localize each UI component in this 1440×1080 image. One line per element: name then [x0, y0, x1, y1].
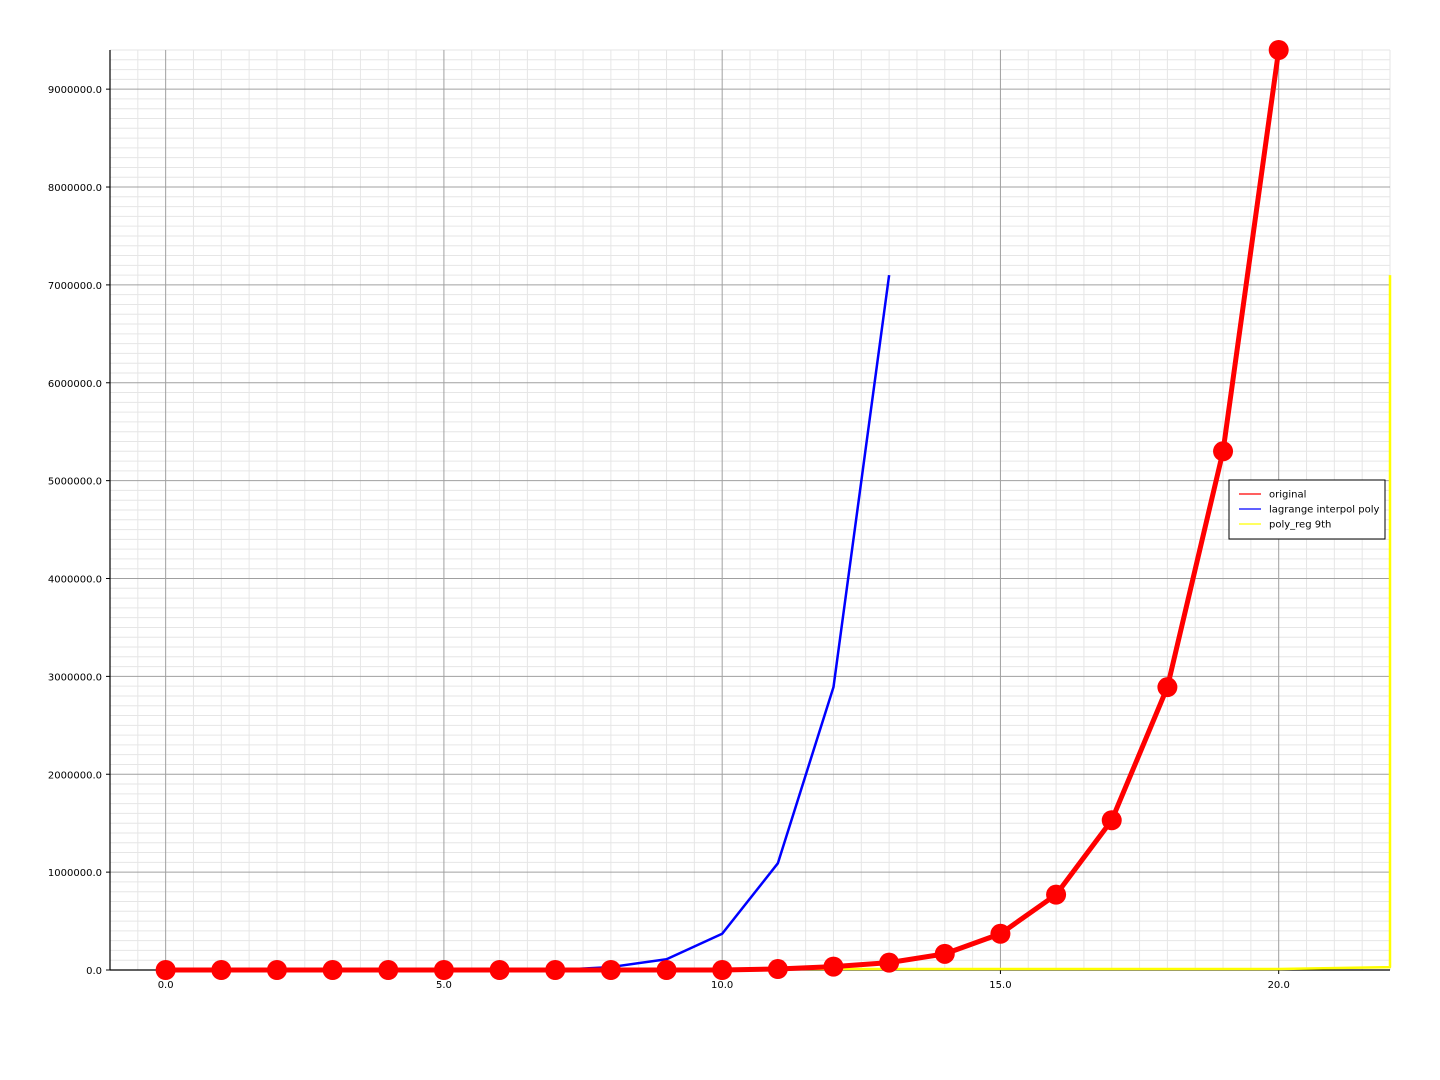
x-tick-label: 15.0: [989, 980, 1011, 991]
data-point: [1157, 677, 1178, 698]
y-tick-label: 1000000.0: [48, 868, 102, 879]
y-tick-label: 6000000.0: [48, 379, 102, 390]
data-point: [990, 923, 1011, 944]
data-point: [656, 960, 677, 980]
data-point: [934, 943, 955, 964]
y-tick-label: 7000000.0: [48, 281, 102, 292]
legend-label: poly_reg 9th: [1269, 520, 1331, 531]
data-point: [1101, 810, 1122, 831]
series-layer: [155, 40, 1392, 980]
data-point: [879, 952, 900, 973]
y-tick-label: 8000000.0: [48, 183, 102, 194]
minor-grid: [109, 49, 1391, 970]
legend-label: lagrange interpol poly: [1269, 505, 1379, 516]
x-tick-label: 0.0: [158, 980, 174, 991]
legend: original lagrange interpol poly poly_reg 9…: [1228, 479, 1386, 540]
y-tick-label: 4000000.0: [48, 575, 102, 586]
data-point: [378, 960, 399, 980]
data-point: [211, 960, 232, 980]
x-tick-label: 10.0: [711, 980, 733, 991]
data-point: [823, 956, 844, 977]
data-point: [1046, 884, 1067, 905]
legend-label: original: [1269, 490, 1306, 501]
data-point: [545, 960, 566, 980]
data-point: [266, 960, 287, 980]
data-point: [1213, 441, 1234, 462]
data-point: [155, 960, 176, 980]
data-point: [600, 960, 621, 980]
data-point: [433, 960, 454, 980]
data-point: [1268, 40, 1289, 60]
data-point: [322, 960, 343, 980]
y-tick-label: 5000000.0: [48, 477, 102, 488]
y-tick-label: 2000000.0: [48, 770, 102, 781]
y-tick-label: 0.0: [86, 966, 102, 977]
data-point: [489, 960, 510, 980]
data-point: [712, 960, 733, 980]
y-axis-ticks: 0.0 1000000.0 2000000.0 3000000.0 4000000.0 5…: [48, 85, 110, 977]
y-tick-label: 9000000.0: [48, 85, 102, 96]
x-tick-label: 5.0: [436, 980, 452, 991]
y-tick-label: 3000000.0: [48, 672, 102, 683]
data-point: [767, 959, 788, 980]
x-tick-label: 20.0: [1268, 980, 1290, 991]
